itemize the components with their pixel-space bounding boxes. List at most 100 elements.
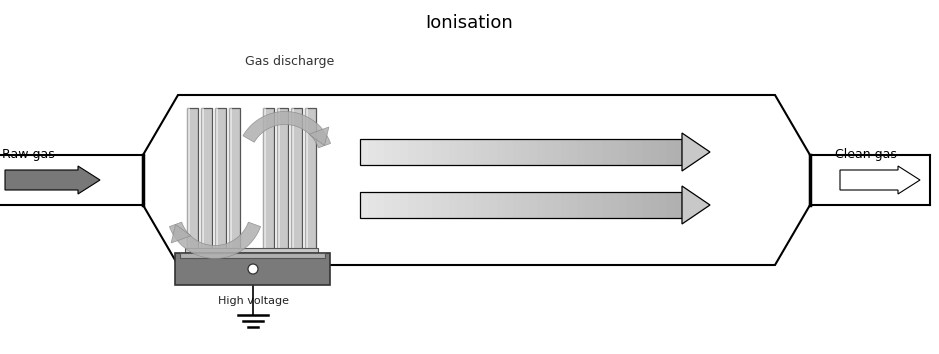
Bar <box>481 192 489 218</box>
Bar <box>291 108 294 253</box>
Bar <box>377 139 385 165</box>
Bar <box>305 108 308 253</box>
Bar <box>449 139 457 165</box>
Polygon shape <box>682 186 710 224</box>
Bar <box>416 192 425 218</box>
Bar <box>449 192 457 218</box>
Bar <box>489 139 498 165</box>
FancyArrow shape <box>5 166 100 194</box>
Bar <box>440 192 449 218</box>
Bar <box>666 139 674 165</box>
Bar <box>562 192 570 218</box>
Text: Clean gas: Clean gas <box>835 148 897 161</box>
Bar <box>625 192 634 218</box>
Bar <box>424 139 433 165</box>
Bar <box>625 139 634 165</box>
Bar <box>368 192 377 218</box>
FancyArrow shape <box>840 166 920 194</box>
Bar <box>416 139 425 165</box>
Bar <box>276 108 287 253</box>
Bar <box>521 192 530 218</box>
Bar <box>666 192 674 218</box>
Bar <box>180 253 325 258</box>
Bar <box>602 139 610 165</box>
Bar <box>553 139 562 165</box>
Bar <box>650 139 658 165</box>
Bar <box>400 192 408 218</box>
Bar <box>537 192 546 218</box>
Bar <box>400 139 408 165</box>
Text: Gas discharge: Gas discharge <box>245 55 334 68</box>
Bar <box>553 192 562 218</box>
Bar <box>537 139 546 165</box>
Bar <box>424 192 433 218</box>
Polygon shape <box>243 112 331 148</box>
Bar <box>472 192 482 218</box>
Bar <box>577 192 586 218</box>
Bar <box>569 192 577 218</box>
Bar <box>408 139 417 165</box>
Bar <box>184 248 317 253</box>
Bar <box>521 139 530 165</box>
Bar <box>304 108 316 253</box>
Bar <box>456 192 465 218</box>
Bar <box>360 192 368 218</box>
Text: Raw gas: Raw gas <box>2 148 54 161</box>
Bar <box>577 139 586 165</box>
Bar <box>384 192 393 218</box>
Bar <box>201 108 204 253</box>
Bar <box>456 139 465 165</box>
Bar <box>384 139 393 165</box>
Bar <box>175 253 330 285</box>
Bar <box>674 192 683 218</box>
Bar <box>602 192 610 218</box>
Bar <box>658 192 667 218</box>
Bar <box>505 192 514 218</box>
Bar <box>609 139 618 165</box>
Bar <box>497 192 505 218</box>
Bar <box>187 108 190 253</box>
Circle shape <box>248 264 258 274</box>
Bar <box>263 108 273 253</box>
Bar <box>593 192 602 218</box>
Bar <box>472 139 482 165</box>
Bar <box>618 139 626 165</box>
Text: Ionisation: Ionisation <box>425 14 513 32</box>
Bar <box>433 139 441 165</box>
Bar <box>634 192 642 218</box>
Bar <box>585 192 594 218</box>
Polygon shape <box>171 224 191 243</box>
Bar <box>641 139 651 165</box>
Bar <box>360 139 682 165</box>
Bar <box>505 139 514 165</box>
Bar <box>263 108 266 253</box>
Bar <box>674 139 683 165</box>
Bar <box>481 139 489 165</box>
Bar <box>393 192 401 218</box>
Bar <box>408 192 417 218</box>
Bar <box>489 192 498 218</box>
Bar <box>513 192 521 218</box>
Bar <box>433 192 441 218</box>
Bar <box>609 192 618 218</box>
Bar <box>497 139 505 165</box>
Bar <box>465 192 473 218</box>
Polygon shape <box>169 222 261 258</box>
Bar <box>277 108 280 253</box>
Bar <box>393 139 401 165</box>
Bar <box>201 108 211 253</box>
Polygon shape <box>682 133 710 171</box>
Bar <box>360 139 368 165</box>
Bar <box>562 139 570 165</box>
Bar <box>290 108 301 253</box>
Bar <box>569 139 577 165</box>
Bar <box>360 192 682 218</box>
Bar <box>513 139 521 165</box>
Bar <box>529 139 538 165</box>
Bar <box>593 139 602 165</box>
Bar <box>228 108 239 253</box>
Bar <box>634 139 642 165</box>
Bar <box>650 192 658 218</box>
Bar <box>377 192 385 218</box>
Polygon shape <box>143 95 810 265</box>
